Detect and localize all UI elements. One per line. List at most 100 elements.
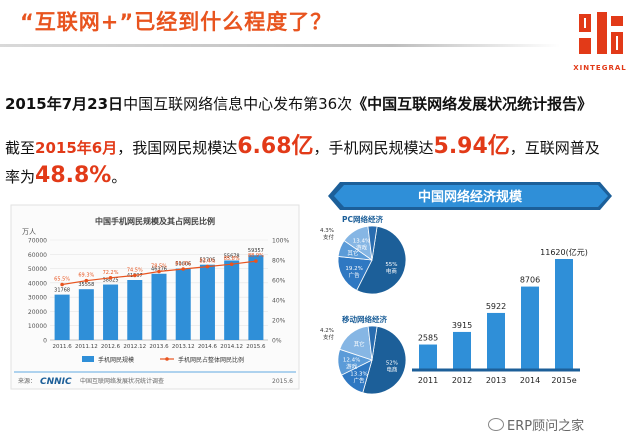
bar	[151, 273, 167, 340]
y2-tick-label: 100%	[272, 238, 289, 245]
pie-title: PC网络经济	[342, 214, 384, 224]
pie-label-name: 支付	[323, 333, 335, 341]
legend-label: 手机网民占整体网民比例	[178, 356, 244, 364]
ratio-point	[181, 267, 186, 271]
text-line-3: 率为48.8%。	[5, 163, 640, 188]
ratio-label: 78.5%	[151, 264, 167, 270]
pie-title: 移动网络经济	[342, 314, 387, 324]
y-tick-label: 10000	[28, 323, 47, 330]
text-prefix: 截至	[5, 139, 36, 157]
y-tick-label: 40000	[28, 280, 47, 287]
y-axis-unit: 万人	[22, 228, 36, 236]
banner-title: 中国网络经济规模	[418, 189, 523, 205]
legend-marker	[165, 357, 169, 361]
ratio-point	[254, 259, 258, 263]
pie-label-value: 12.4%	[343, 357, 360, 363]
ratio-point	[229, 262, 234, 266]
stat-date: 2015年6月	[35, 139, 118, 157]
pie-slice	[362, 325, 407, 395]
bar-value-label: 59357	[248, 248, 264, 254]
text-line-1: 2015年7月23日中国互联网络信息中心发布第36次《中国互联网络发展状况统计报…	[5, 93, 640, 114]
network-economy-infographic: 中国网络经济规模 2585 2011 3915 2012 5922 2013 8706 201…	[320, 182, 612, 395]
pie-label-name: 其它	[354, 340, 365, 348]
legend-label: 手机网民规模	[98, 356, 134, 364]
y2-tick-label: 80%	[272, 258, 286, 265]
bar-value-label: 50006	[175, 262, 191, 268]
x-tick-label: 2011.12	[75, 344, 98, 350]
pie-label-name: 电商	[386, 365, 398, 373]
ratio-label: 81.0%	[175, 261, 191, 267]
economy-bar	[419, 344, 437, 369]
text-segment: ，互联网普及	[509, 139, 600, 157]
text-segment: ，手机网民规模达	[313, 139, 434, 157]
logo-text: XINTEGRAL	[573, 64, 627, 72]
stat-netizens: 6.68亿	[237, 134, 314, 159]
pie-label-name: 游戏	[346, 362, 358, 370]
ratio-label: 88.9%	[248, 253, 264, 259]
slide-title: “互联网+”已经到什么程度了？	[20, 10, 333, 34]
economy-year-label: 2014	[520, 376, 540, 385]
economy-bar	[555, 259, 573, 369]
y-tick-label: 20000	[28, 309, 47, 316]
date-label: 2015.6	[272, 378, 293, 385]
y2-tick-label: 40%	[272, 298, 286, 305]
y-tick-label: 30000	[28, 295, 47, 302]
x-tick-label: 2014.6	[198, 344, 218, 350]
y-tick-label: 70000	[28, 238, 47, 245]
wechat-icon	[488, 418, 504, 431]
pie-slice	[367, 325, 378, 361]
pie-slice	[337, 256, 373, 291]
x-tick-label: 2013.6	[149, 344, 169, 350]
pie-label-name: 广告	[353, 377, 365, 385]
stat-penetration: 48.8%	[35, 163, 112, 188]
x-tick-label: 2013.12	[172, 344, 195, 350]
economy-bar	[487, 312, 505, 369]
pie-label-value: 52%	[386, 360, 398, 366]
ratio-point	[108, 276, 113, 280]
pie-label-value: 4.3%	[320, 228, 334, 234]
bar-value-label: 35558	[78, 282, 94, 288]
x-tick-label: 2011.6	[52, 344, 72, 350]
x-tick-label: 2012.12	[123, 344, 146, 350]
brand-logo	[565, 2, 635, 74]
bar	[199, 264, 215, 340]
watermark-text: ERP顾问之家	[507, 419, 585, 434]
bar	[175, 268, 191, 340]
x-tick-label: 2014.12	[220, 344, 243, 350]
source-prefix: 来源：	[18, 377, 36, 385]
stat-mobile-netizens: 5.94亿	[433, 134, 510, 159]
economy-year-label: 2011	[418, 376, 438, 385]
economy-bar	[521, 286, 539, 369]
economy-bar-value: 2585	[418, 334, 438, 343]
economy-bar	[453, 331, 471, 369]
y-tick-label: 0	[43, 338, 47, 345]
economy-bar-value: 5922	[486, 302, 506, 311]
ratio-label: 83.4%	[199, 259, 215, 265]
title-banner-inner	[334, 185, 608, 207]
economy-year-label: 2015e	[551, 376, 576, 385]
bar-value-label: 52705	[199, 258, 215, 264]
pie-label-value: 55%	[385, 262, 397, 268]
y-tick-label: 50000	[28, 266, 47, 273]
legend-swatch-bar	[82, 356, 94, 362]
pie-label-name: 其它	[347, 249, 358, 257]
bar-value-label: 55678	[224, 253, 240, 259]
pie-label-name: 游戏	[356, 244, 368, 252]
bar-value-label: 31768	[54, 288, 70, 294]
economy-year-label: 2013	[486, 376, 506, 385]
economy-bar-value: 11620(亿元)	[540, 247, 588, 257]
bar-value-label: 38825	[103, 278, 119, 284]
bar	[54, 294, 70, 340]
report-name: 《中国互联网络发展状况统计报告》	[352, 95, 593, 113]
ratio-point	[132, 273, 137, 278]
bar	[248, 255, 264, 340]
pie-label-name: 支付	[323, 233, 335, 241]
ratio-label: 85.8%	[224, 256, 240, 262]
chart-title: 中国手机网民规模及其占网民比例	[95, 216, 215, 226]
report-date: 2015年7月23日	[5, 95, 124, 113]
ratio-label: 72.2%	[103, 270, 119, 276]
text-prefix: 率为	[5, 168, 36, 186]
pie-label-name: 电商	[386, 267, 398, 275]
source-text: 中国互联网络发展状况统计调查	[80, 377, 164, 385]
ratio-point	[84, 278, 89, 283]
